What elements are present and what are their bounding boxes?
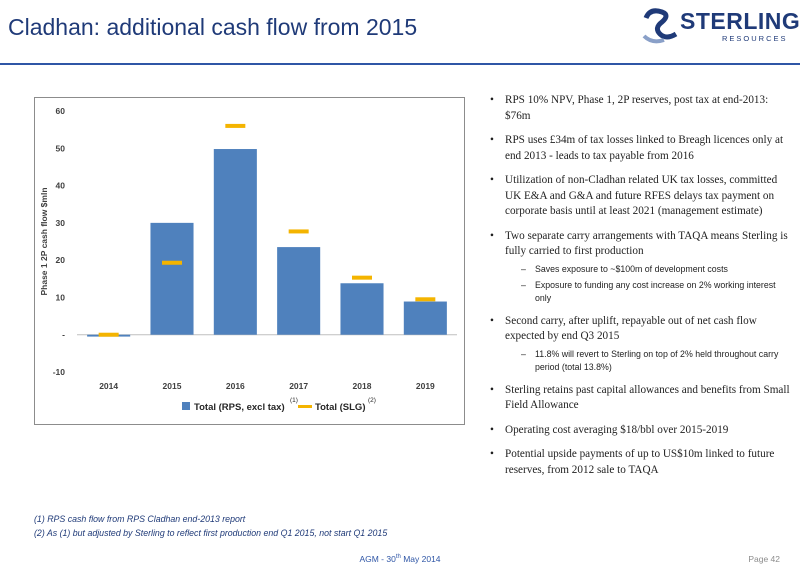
y-tick-label: 40: [56, 181, 66, 191]
footer-event: AGM - 30th May 2014: [0, 554, 800, 564]
sub-bullet-text: Exposure to funding any cost increase on…: [535, 279, 776, 303]
logo-text: STERLING: [680, 8, 800, 34]
footnote-2: (2) As (1) but adjusted by Sterling to r…: [34, 528, 388, 538]
x-tick-label: 2016: [226, 381, 245, 391]
bullet-item: • Second carry, after uplift, repayable o…: [487, 314, 792, 374]
logo-subtext: RESOURCES: [722, 34, 788, 43]
marker-slg-2016: [225, 123, 246, 128]
bullet-item: • Potential upside payments of up to US$1…: [487, 447, 792, 478]
sub-bullet-item: – Exposure to funding any cost increase o…: [505, 279, 792, 305]
footnote-1: (1) RPS cash flow from RPS Cladhan end-2…: [34, 514, 246, 524]
marker-slg-2014: [98, 332, 119, 337]
sub-bullet-item: –11.8% will revert to Sterling on top of…: [505, 348, 792, 374]
y-tick-label: 50: [56, 143, 66, 153]
bullet-item: • Operating cost averaging $18/bbl over 2…: [487, 423, 792, 439]
bullet-text: Operating cost averaging $18/bbl over 20…: [505, 423, 729, 436]
sub-bullet-dash: –: [521, 348, 526, 359]
slide-title: Cladhan: additional cash flow from 2015: [8, 14, 418, 40]
footer-event-prefix: AGM - 30: [359, 554, 396, 564]
bullet-item: • RPS 10% NPV, Phase 1, 2P reserves, post…: [487, 93, 792, 124]
bar-rps-2015: [150, 222, 194, 335]
y-tick-label: 60: [56, 106, 66, 116]
x-tick-label: 2018: [353, 381, 372, 391]
bullet-dot: •: [490, 314, 494, 327]
bullet-text: RPS uses £34m of tax losses linked to Br…: [505, 134, 784, 162]
page-number: Page 42: [748, 554, 780, 564]
legend-footnote-slg: (2): [368, 397, 376, 404]
marker-slg-2017: [288, 229, 309, 234]
bullet-item: • RPS uses £34m of tax losses linked to B…: [487, 133, 792, 164]
bullet-text: Two separate carry arrangements with TAQ…: [505, 229, 788, 258]
bar-rps-2019: [403, 301, 447, 335]
bullet-item: • Utilization of non-Cladhan related UK t…: [487, 173, 792, 220]
legend-swatch-slg: [298, 405, 312, 408]
marker-slg-2019: [415, 297, 436, 302]
bullet-item: • Two separate carry arrangements with TA…: [487, 229, 792, 305]
bar-rps-2017: [277, 247, 321, 335]
bullet-dot: •: [490, 134, 494, 146]
sub-bullet-item: – Saves exposure to ~$100m of development…: [505, 263, 792, 276]
bullet-dot: •: [490, 174, 494, 186]
bar-rps-2016: [213, 149, 257, 335]
legend-footnote-rps: (1): [290, 397, 298, 404]
y-tick-label: 30: [56, 218, 66, 228]
bullet-text: Potential upside payments of up to US$10…: [505, 448, 775, 476]
bullet-dot: •: [490, 383, 494, 396]
y-tick-label: -10: [53, 367, 66, 377]
footnotes: (1) RPS cash flow from RPS Cladhan end-2…: [34, 512, 387, 540]
legend-label-rps: Total (RPS, excl tax): [194, 402, 285, 413]
bullet-text: Second carry, after uplift, repayable ou…: [505, 314, 757, 343]
x-tick-label: 2015: [163, 381, 182, 391]
bullet-dot: •: [490, 94, 494, 106]
footer-event-sup: th: [395, 554, 401, 561]
marker-slg-2018: [352, 275, 372, 280]
y-tick-label: 20: [56, 255, 66, 265]
bullet-dot: •: [490, 423, 494, 436]
bullet-dot: •: [490, 448, 494, 460]
legend-label-slg: Total (SLG): [315, 402, 365, 413]
bullet-text: Utilization of non-Cladhan related UK ta…: [505, 174, 778, 217]
sub-bullet-dash: –: [521, 263, 526, 274]
bar-rps-2018: [340, 283, 384, 335]
x-tick-label: 2014: [99, 381, 118, 391]
x-tick-label: 2019: [416, 381, 435, 391]
bullet-text: RPS 10% NPV, Phase 1, 2P reserves, post …: [505, 94, 769, 122]
bullet-text: Sterling retains past capital allowances…: [505, 383, 790, 412]
legend-swatch-rps: [182, 402, 190, 410]
sterling-logo: STERLING RESOURCES: [640, 6, 800, 48]
bullet-list: • RPS 10% NPV, Phase 1, 2P reserves, post…: [487, 93, 792, 487]
y-tick-label: -: [62, 330, 65, 340]
marker-slg-2015: [162, 260, 182, 265]
header-rule: [0, 63, 800, 65]
sub-bullet-text: Saves exposure to ~$100m of development …: [535, 263, 728, 274]
y-tick-label: 10: [56, 292, 66, 302]
sterling-logo-icon: [642, 8, 678, 44]
sub-bullet-text: 11.8% will revert to Sterling on top of …: [535, 348, 779, 372]
bullet-item: • Sterling retains past capital allowance…: [487, 383, 792, 414]
cash-flow-chart: -10-10 20 30 40 50 60 Phase 1 2P cash flow $ml…: [34, 97, 465, 425]
x-tick-label: 2017: [289, 381, 308, 391]
footer-event-suffix: May 2014: [400, 554, 441, 564]
sub-bullet-dash: –: [521, 279, 526, 290]
y-axis-label: Phase 1 2P cash flow $mln: [39, 187, 49, 295]
bullet-dot: •: [490, 229, 494, 242]
